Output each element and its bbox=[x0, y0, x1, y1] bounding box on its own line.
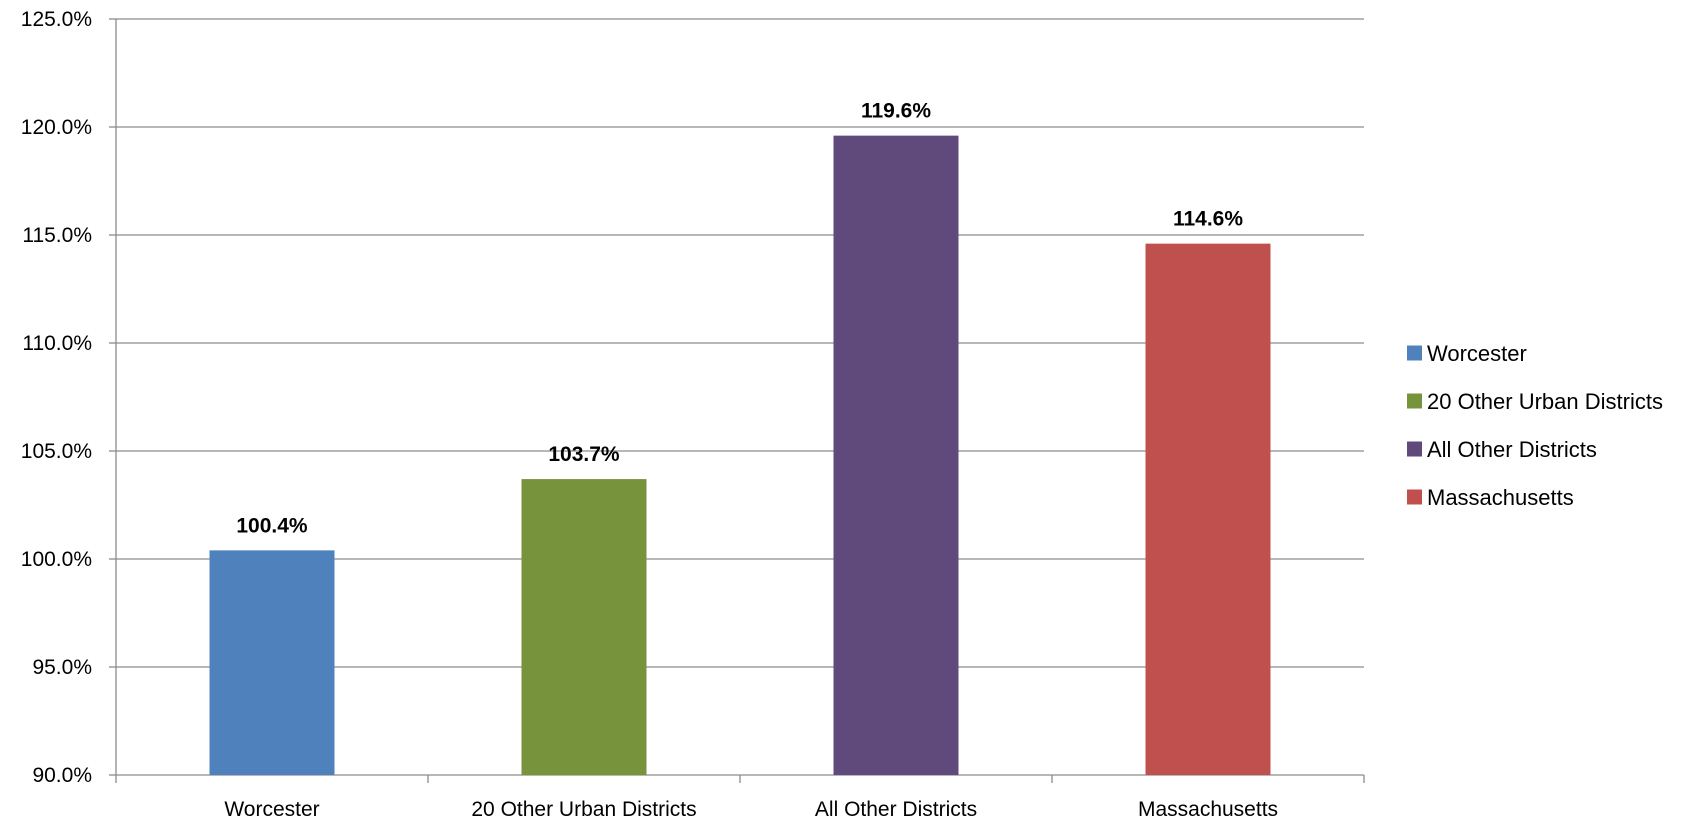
legend-label: 20 Other Urban Districts bbox=[1427, 389, 1663, 414]
legend-swatch bbox=[1407, 441, 1422, 457]
bar bbox=[1145, 243, 1271, 775]
data-label: 103.7% bbox=[548, 443, 620, 466]
y-tick-label: 95.0% bbox=[32, 656, 92, 679]
bar bbox=[209, 550, 335, 775]
bar bbox=[521, 479, 647, 775]
data-label: 114.6% bbox=[1173, 208, 1243, 231]
legend-swatch bbox=[1407, 489, 1422, 505]
legend-label: Worcester bbox=[1427, 341, 1527, 366]
x-tick-label: All Other Districts bbox=[815, 798, 977, 821]
y-tick-label: 115.0% bbox=[22, 224, 92, 247]
legend-label: All Other Districts bbox=[1427, 437, 1597, 462]
data-labels: 100.4% 103.7% 119.6% 114.6% bbox=[236, 100, 1243, 538]
data-label: 119.6% bbox=[861, 100, 931, 123]
bars bbox=[209, 135, 1271, 775]
y-tick-label: 90.0% bbox=[32, 764, 92, 787]
x-tick-label: Massachusetts bbox=[1138, 798, 1278, 821]
y-tick-label: 105.0% bbox=[21, 440, 92, 463]
legend-swatch bbox=[1407, 393, 1422, 409]
bar bbox=[833, 135, 959, 775]
x-axis-tick-labels: Worcester 20 Other Urban Districts All Oth… bbox=[224, 798, 1278, 821]
x-tick-label: 20 Other Urban Districts bbox=[471, 798, 696, 821]
legend-swatch bbox=[1407, 345, 1422, 361]
legend-label: Massachusetts bbox=[1427, 485, 1574, 510]
y-axis-tick-labels: 90.0% 95.0% 100.0% 105.0% 110.0% 115.0% 120.0%… bbox=[21, 8, 92, 787]
data-label: 100.4% bbox=[236, 514, 308, 537]
x-tick-label: Worcester bbox=[224, 798, 319, 821]
y-tick-label: 120.0% bbox=[21, 116, 92, 139]
y-tick-label: 100.0% bbox=[21, 548, 92, 571]
y-tick-label: 110.0% bbox=[22, 332, 92, 355]
y-tick-label: 125.0% bbox=[21, 8, 92, 31]
legend: Worcester 20 Other Urban Districts All Oth… bbox=[1407, 341, 1663, 510]
